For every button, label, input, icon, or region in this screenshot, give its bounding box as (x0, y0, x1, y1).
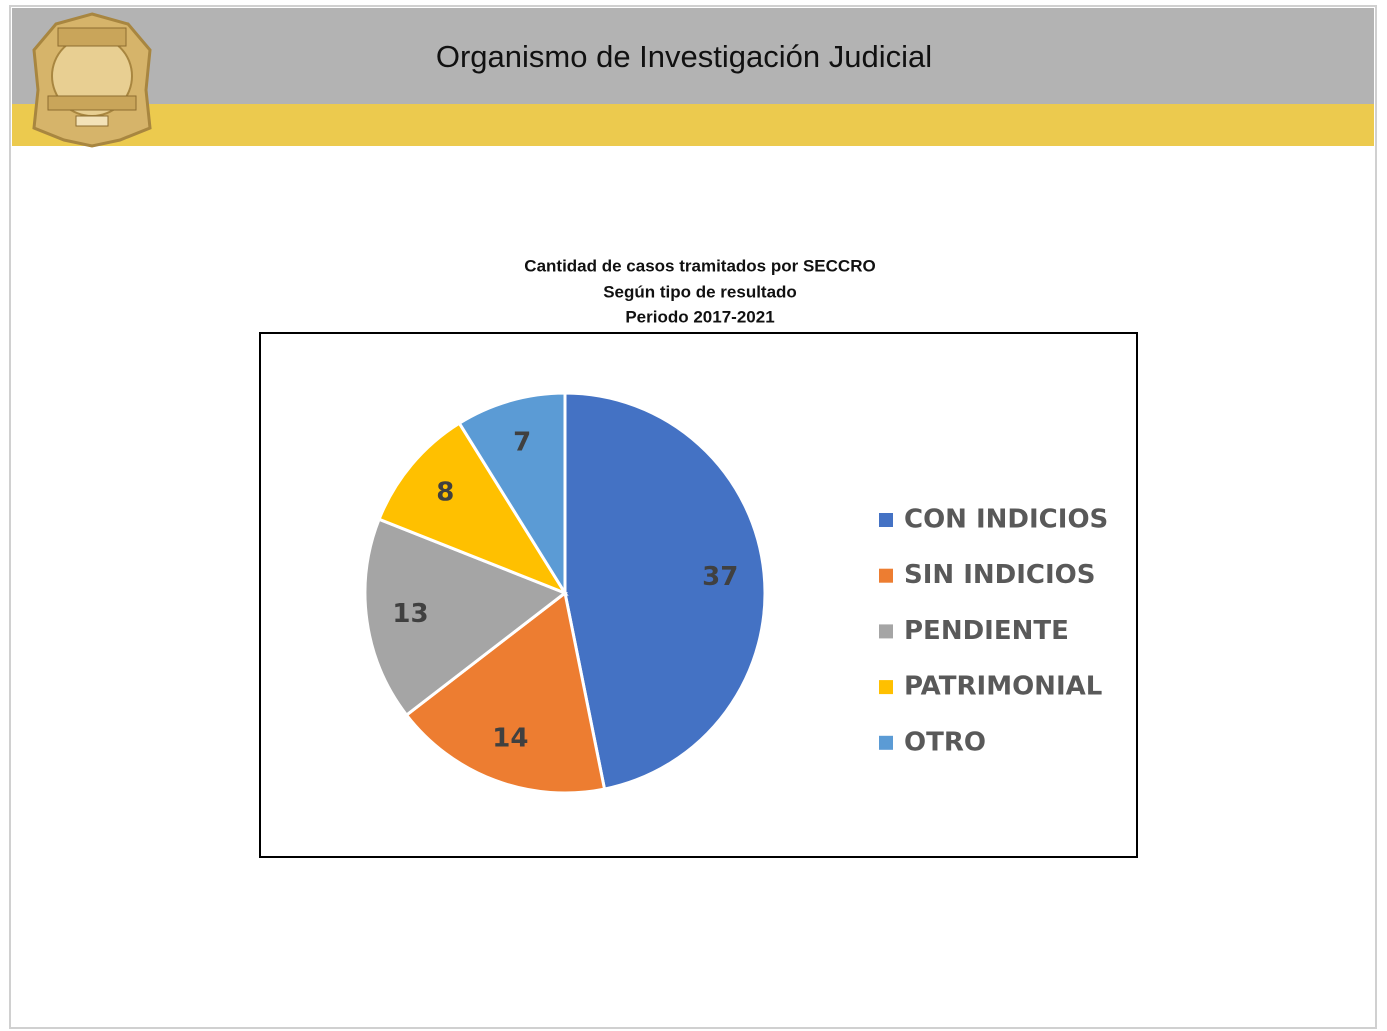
slice-value-label: 13 (392, 599, 428, 629)
legend-label: CON INDICIOS (904, 505, 1108, 535)
badge-logo (32, 12, 152, 148)
chart-subtitle: Periodo 2017-2021 (625, 307, 774, 326)
pie-slice (563, 391, 767, 791)
legend-swatch (879, 568, 893, 583)
slice-value-label: 8 (436, 477, 454, 507)
pie-slice (404, 590, 607, 795)
legend-swatch (879, 735, 893, 750)
chart-title: Cantidad de casos tramitados por SECCRO (524, 256, 875, 275)
slice-value-label: 14 (492, 724, 528, 754)
header-title: Organismo de Investigación Judicial (436, 39, 932, 74)
slice-value-label: 37 (702, 562, 738, 592)
legend-label: SIN INDICIOS (904, 560, 1095, 590)
legend-label: PATRIMONIAL (904, 672, 1102, 702)
chart-subtitle: Según tipo de resultado (603, 282, 797, 301)
header-band (12, 8, 1374, 104)
pie-slice (457, 391, 567, 599)
legend-swatch (879, 624, 893, 639)
pie-slice (363, 517, 569, 718)
header-stripe (12, 104, 1374, 146)
legend-label: OTRO (904, 727, 986, 757)
legend-swatch (879, 680, 893, 695)
legend-label: PENDIENTE (904, 616, 1069, 646)
pie-slice (377, 421, 569, 597)
slice-value-label: 7 (513, 428, 531, 458)
legend-swatch (879, 513, 893, 527)
